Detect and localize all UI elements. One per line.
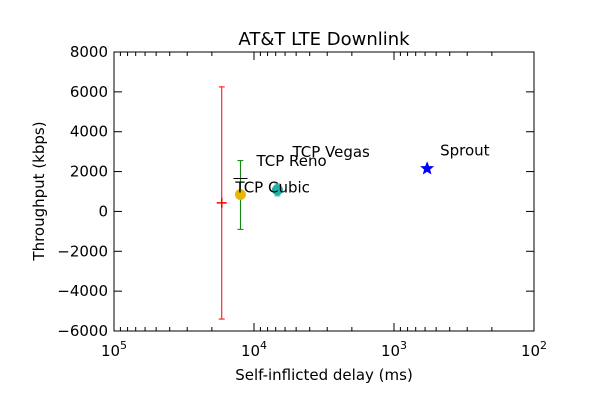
y-tick-label: 0 xyxy=(98,202,108,220)
y-tick-label: −2000 xyxy=(57,242,108,260)
y-tick-label: 8000 xyxy=(70,43,108,61)
chart-marks xyxy=(216,86,435,320)
plot-frame xyxy=(113,51,535,332)
axis-ticks: 105 104 103 102 8000 6000 4000 2000 0 −2000 −4000 −… xyxy=(57,43,547,360)
point-marker-circle xyxy=(234,188,246,200)
y-tick-label: −4000 xyxy=(57,282,108,300)
point-marker-circle xyxy=(271,184,283,196)
y-tick-label: 2000 xyxy=(70,163,108,181)
y-tick-label: −6000 xyxy=(57,322,108,340)
x-tick-label: 105 xyxy=(101,339,127,360)
point-label: TCP Cubic xyxy=(234,178,310,196)
y-axis-label: Throughput (kbps) xyxy=(30,121,48,261)
x-tick-label: 103 xyxy=(381,339,407,360)
point-marker-star xyxy=(420,161,435,175)
chart-title: AT&T LTE Downlink xyxy=(238,29,410,50)
y-tick-label: 4000 xyxy=(70,123,108,141)
x-tick-label: 102 xyxy=(521,339,547,360)
point-label: TCP Reno xyxy=(255,152,326,170)
x-tick-label: 104 xyxy=(241,339,267,360)
point-label: TCP Vegas xyxy=(291,143,370,161)
y-tick-label: 6000 xyxy=(70,83,108,101)
x-axis-label: Self-inflicted delay (ms) xyxy=(235,366,413,384)
point-label: Sprout xyxy=(440,142,490,160)
